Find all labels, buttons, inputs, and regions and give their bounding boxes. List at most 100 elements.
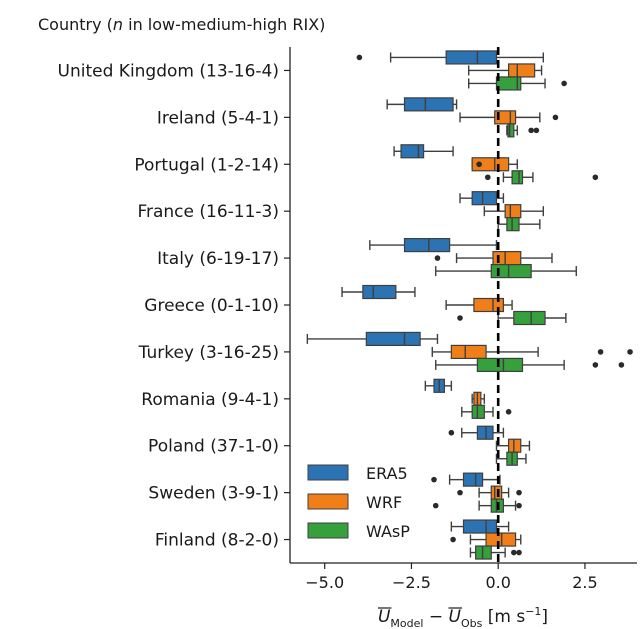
outlier-point [457,315,463,321]
outlier-point [618,362,625,368]
outlier-point [511,549,517,556]
box-wrf [495,438,531,453]
x-tick-label: 0.0 [485,573,510,592]
x-tick-label: −2.5 [392,573,431,592]
outlier-point [516,489,522,496]
box-era5 [369,237,498,253]
iqr-box [507,123,515,138]
iqr-box [471,404,485,419]
iqr-box [490,485,503,500]
y-tick-label: Greece (0-1-10) [144,296,279,316]
iqr-box [508,438,522,453]
iqr-box [473,297,505,313]
iqr-box [476,357,524,373]
outlier-point [356,54,363,61]
iqr-box [495,76,522,91]
iqr-box [513,310,546,326]
iqr-box [445,50,498,65]
y-tick-label: Portugal (1-2-14) [134,155,279,175]
y-axis-title: Country (n in low-medium-high RIX) [38,15,325,34]
box-wrf [445,297,513,313]
box-wrf [459,110,559,125]
box-era5 [393,144,454,159]
iqr-box [506,217,520,232]
iqr-box [400,144,425,159]
box-wrf [450,532,522,547]
box-wrf [457,485,522,500]
iqr-box [508,63,536,78]
box-era5 [450,519,510,534]
outlier-point [552,114,559,121]
box-wrf [434,250,553,266]
y-tick-label: France (16-11-3) [137,202,279,222]
box-wasp [495,451,527,466]
legend-swatch-wrf [307,493,349,510]
iqr-box [471,157,510,172]
box-wrf [431,344,633,360]
box-wasp [484,170,599,185]
box-wasp [457,310,567,326]
iqr-box [485,532,517,547]
legend-label-era5: ERA5 [366,464,408,483]
outlier-point [431,476,437,483]
outlier-point [516,502,522,509]
outlier-point [528,127,534,134]
x-tick-label: −5.0 [305,573,344,592]
box-wasp [435,263,577,279]
box-wasp [497,217,541,232]
box-wasp [435,357,625,373]
legend-swatch-wasp [307,522,349,539]
iqr-box [365,331,421,347]
outlier-point [533,127,540,134]
outlier-point [561,80,567,87]
y-tick-label: Sweden (3-9-1) [148,484,279,504]
y-tick-label: Italy (6-19-17) [157,249,279,269]
legend-label-wasp: WAsP [366,522,410,541]
outlier-point [627,349,633,355]
y-tick-label: Poland (37-1-0) [148,437,279,457]
iqr-box [450,344,487,360]
box-era5 [306,331,439,347]
box-wasp [432,498,522,513]
iqr-box [504,204,522,219]
outlier-point [484,174,491,181]
iqr-box [471,191,498,206]
outlier-point [592,174,599,181]
box-wasp [461,404,512,419]
y-tick-label: Ireland (5-4-1) [157,108,279,128]
outlier-point [434,255,441,261]
iqr-box [403,237,451,253]
outlier-point [457,489,463,496]
legend-label-wrf: WRF [366,493,402,512]
outlier-point [432,502,439,509]
y-tick-label: Romania (9-4-1) [141,390,279,410]
box-era5 [431,472,501,487]
x-tick-label: 2.5 [572,573,597,592]
outlier-point [450,536,456,543]
y-tick-label: Finland (8-2-0) [155,531,279,551]
iqr-box [462,519,498,534]
x-axis-label: UModel − UObs [m s−1] [378,605,548,629]
y-tick-label: Turkey (3-16-25) [138,343,279,363]
box-era5 [341,284,416,300]
box-wasp [469,545,522,560]
legend: ERA5 WRF WAsP [307,464,410,541]
outlier-point [516,549,522,556]
box-wrf [483,204,545,219]
box-era5 [459,191,505,206]
box-wrf [471,391,486,406]
y-tick-label: United Kingdom (13-16-4) [58,61,279,81]
plot-area: −5.0 −2.5 0.0 2.5 United Kingdom (13-16-4) Ir… [58,47,637,609]
box-era5 [448,425,505,440]
iqr-box [476,425,494,440]
box-wrf [471,157,518,172]
box-era5 [356,50,545,65]
box-wasp [506,123,540,138]
outlier-point [592,362,599,368]
iqr-box [362,284,397,300]
iqr-box [462,472,484,487]
outlier-point [597,349,604,355]
box-era5 [386,97,458,112]
iqr-box [490,263,532,279]
